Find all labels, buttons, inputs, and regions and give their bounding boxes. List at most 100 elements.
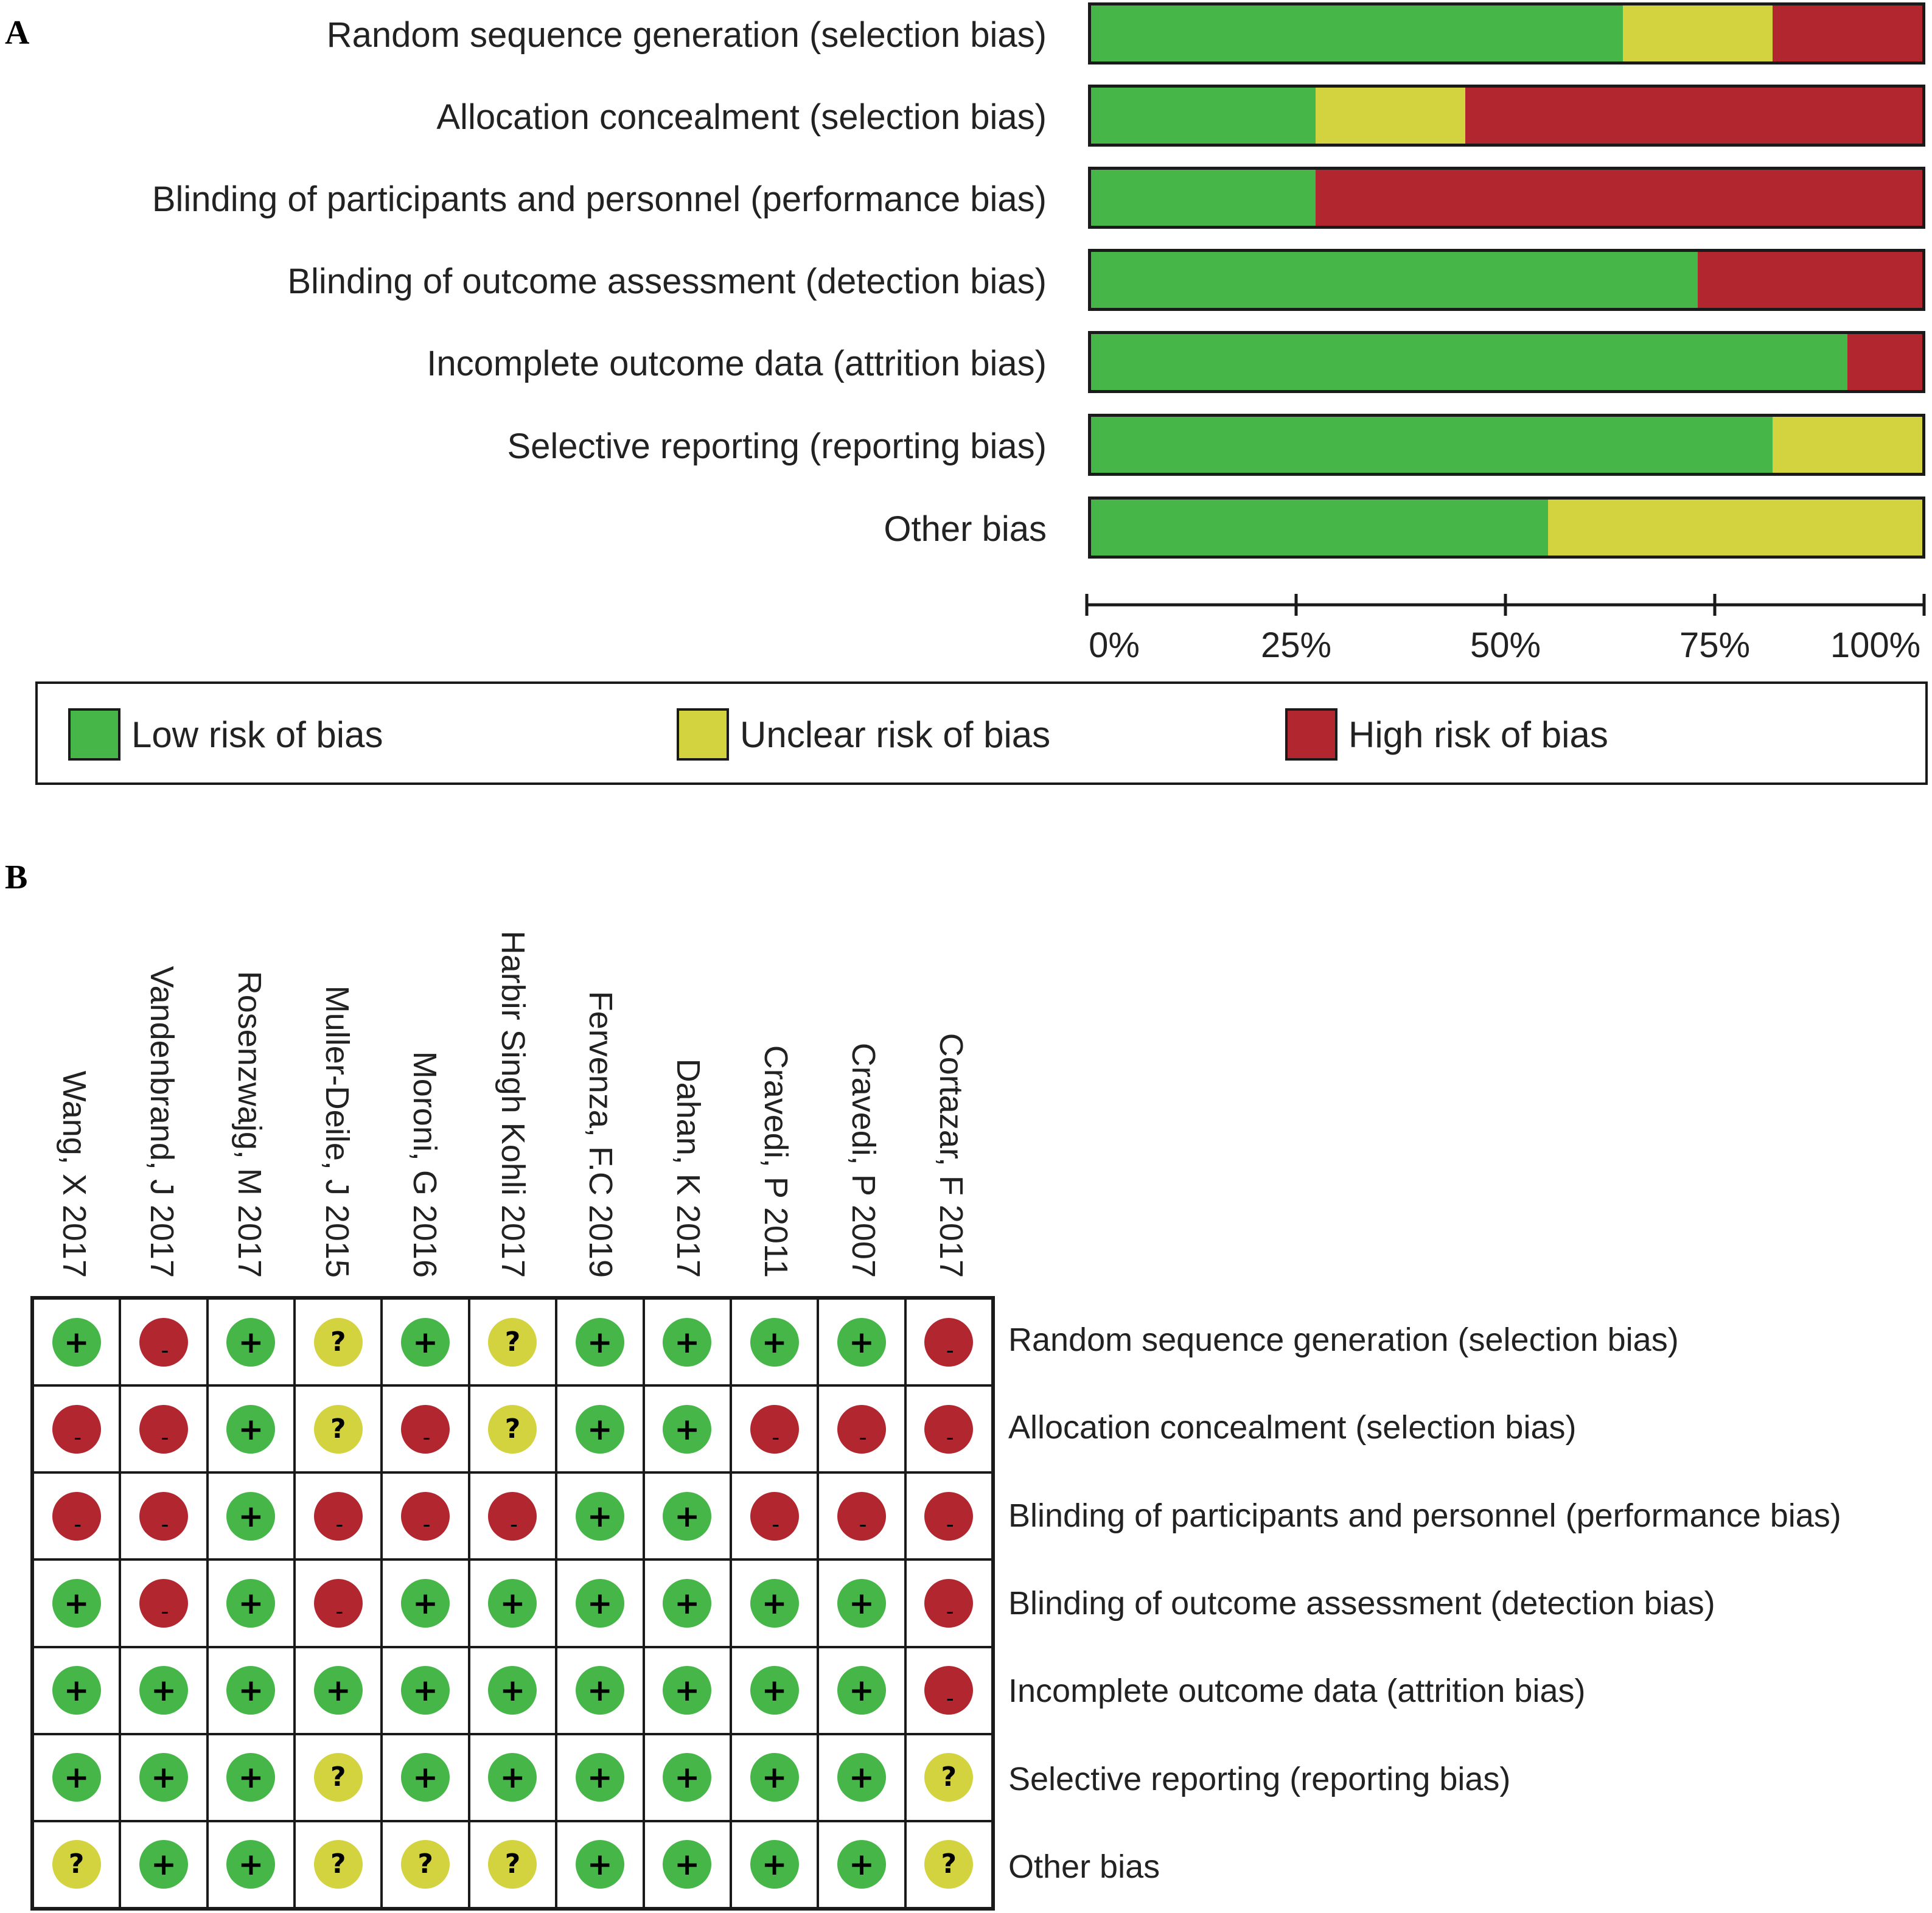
- judgement-low-icon: +: [663, 1666, 712, 1715]
- domain-label: Selective reporting (reporting bias): [1008, 1760, 1511, 1797]
- judgement-unclear-icon: ?: [401, 1840, 450, 1889]
- bar-segment-low: [1091, 170, 1316, 226]
- judgement-unclear-icon: ?: [488, 1840, 537, 1889]
- stacked-bar: [1088, 414, 1925, 476]
- judgement-high-icon: –: [401, 1491, 450, 1541]
- judgement-cell: +: [33, 1298, 120, 1386]
- judgement-low-icon: +: [575, 1753, 624, 1802]
- judgement-symbol: ?: [330, 1849, 346, 1880]
- bar-segment-low: [1091, 417, 1773, 473]
- judgement-cell: ?: [382, 1821, 469, 1908]
- judgement-symbol: ?: [330, 1326, 346, 1357]
- judgement-low-icon: +: [52, 1317, 101, 1367]
- judgement-symbol: –: [161, 1516, 169, 1533]
- judgement-cell: ?: [905, 1821, 992, 1908]
- judgement-high-icon: –: [313, 1491, 363, 1541]
- judgement-cell: +: [818, 1646, 905, 1734]
- judgement-cell: +: [120, 1646, 207, 1734]
- judgement-symbol: –: [859, 1429, 867, 1446]
- judgement-unclear-icon: ?: [52, 1840, 101, 1889]
- x-axis: [1085, 594, 1926, 616]
- judgement-symbol: +: [848, 1585, 874, 1621]
- judgement-symbol: ?: [330, 1761, 346, 1793]
- judgement-cell: +: [556, 1559, 644, 1647]
- judgement-cell: ?: [33, 1821, 120, 1908]
- judgement-low-icon: +: [663, 1840, 712, 1889]
- judgement-cell: +: [469, 1734, 557, 1821]
- judgement-symbol: +: [674, 1673, 700, 1709]
- judgement-low-icon: +: [226, 1578, 276, 1628]
- judgement-symbol: +: [674, 1760, 700, 1796]
- bar-segment-unclear: [1548, 500, 1922, 556]
- legend: Low risk of bias Unclear risk of bias Hi…: [35, 681, 1928, 785]
- domain-label: Blinding of outcome assessment (detectio…: [1008, 1585, 1715, 1622]
- judgement-symbol: +: [587, 1760, 613, 1796]
- judgement-cell: ?: [295, 1385, 382, 1473]
- judgement-cell: –: [818, 1472, 905, 1560]
- judgement-cell: +: [643, 1559, 731, 1647]
- risk-of-bias-grid: + – +? +? + + + + – – – +? –? + + – – – – – + – – – + + – – – + – + – + + +…: [30, 1296, 995, 1911]
- judgement-symbol: ?: [504, 1326, 521, 1357]
- judgement-cell: –: [905, 1472, 992, 1560]
- judgement-symbol: ?: [941, 1761, 957, 1793]
- judgement-cell: +: [382, 1559, 469, 1647]
- judgement-low-icon: +: [575, 1578, 624, 1628]
- judgement-symbol: –: [510, 1516, 518, 1533]
- legend-label-low: Low risk of bias: [131, 714, 383, 755]
- judgement-cell: +: [556, 1385, 644, 1473]
- judgement-cell: +: [33, 1559, 120, 1647]
- judgement-cell: +: [207, 1472, 295, 1560]
- judgement-cell: ?: [469, 1298, 557, 1386]
- legend-swatch-low: [68, 708, 120, 761]
- judgement-symbol: +: [674, 1498, 700, 1534]
- judgement-low-icon: +: [401, 1317, 450, 1367]
- bar-segment-high: [1847, 334, 1922, 390]
- judgement-symbol: –: [772, 1516, 779, 1533]
- bar-segment-high: [1315, 170, 1922, 226]
- study-label: Fervenza, F.C 2019: [582, 991, 619, 1278]
- legend-swatch-high: [1285, 708, 1337, 761]
- judgement-symbol: +: [761, 1760, 787, 1796]
- judgement-low-icon: +: [226, 1404, 276, 1454]
- study-label: Vandenbrand, J 2017: [144, 966, 181, 1278]
- judgement-cell: +: [33, 1734, 120, 1821]
- legend-label-high: High risk of bias: [1348, 714, 1608, 755]
- judgement-cell: +: [382, 1734, 469, 1821]
- study-label: Cravedi, P 2007: [845, 1042, 882, 1278]
- study-label: Rosenzwajg, M 2017: [231, 970, 268, 1278]
- judgement-symbol: ?: [504, 1849, 521, 1880]
- judgement-symbol: +: [587, 1847, 613, 1883]
- judgement-cell: +: [818, 1559, 905, 1647]
- domain-label: Incomplete outcome data (attrition bias): [1008, 1673, 1586, 1710]
- judgement-cell: +: [556, 1646, 644, 1734]
- judgement-symbol: +: [325, 1673, 351, 1709]
- judgement-cell: +: [120, 1821, 207, 1908]
- judgement-symbol: –: [772, 1429, 779, 1446]
- judgement-cell: +: [643, 1646, 731, 1734]
- bar-segment-low: [1091, 334, 1848, 390]
- judgement-cell: +: [469, 1646, 557, 1734]
- judgement-cell: –: [905, 1298, 992, 1386]
- judgement-high-icon: –: [924, 1491, 974, 1541]
- judgement-cell: +: [556, 1734, 644, 1821]
- judgement-symbol: +: [238, 1324, 264, 1360]
- judgement-symbol: +: [848, 1324, 874, 1360]
- judgement-symbol: +: [238, 1498, 264, 1534]
- judgement-cell: +: [643, 1734, 731, 1821]
- judgement-low-icon: +: [226, 1753, 276, 1802]
- judgement-symbol: –: [946, 1516, 954, 1533]
- judgement-symbol: –: [423, 1516, 431, 1533]
- bar-segment-low: [1091, 5, 1623, 61]
- judgement-cell: –: [905, 1559, 992, 1647]
- judgement-cell: –: [120, 1559, 207, 1647]
- judgement-low-icon: +: [139, 1753, 189, 1802]
- judgement-high-icon: –: [488, 1491, 537, 1541]
- judgement-cell: ?: [905, 1734, 992, 1821]
- judgement-cell: +: [120, 1734, 207, 1821]
- judgement-cell: –: [120, 1385, 207, 1473]
- judgement-cell: +: [382, 1646, 469, 1734]
- judgement-cell: ?: [469, 1385, 557, 1473]
- judgement-low-icon: +: [837, 1666, 886, 1715]
- legend-item-unclear: Unclear risk of bias: [677, 708, 1050, 761]
